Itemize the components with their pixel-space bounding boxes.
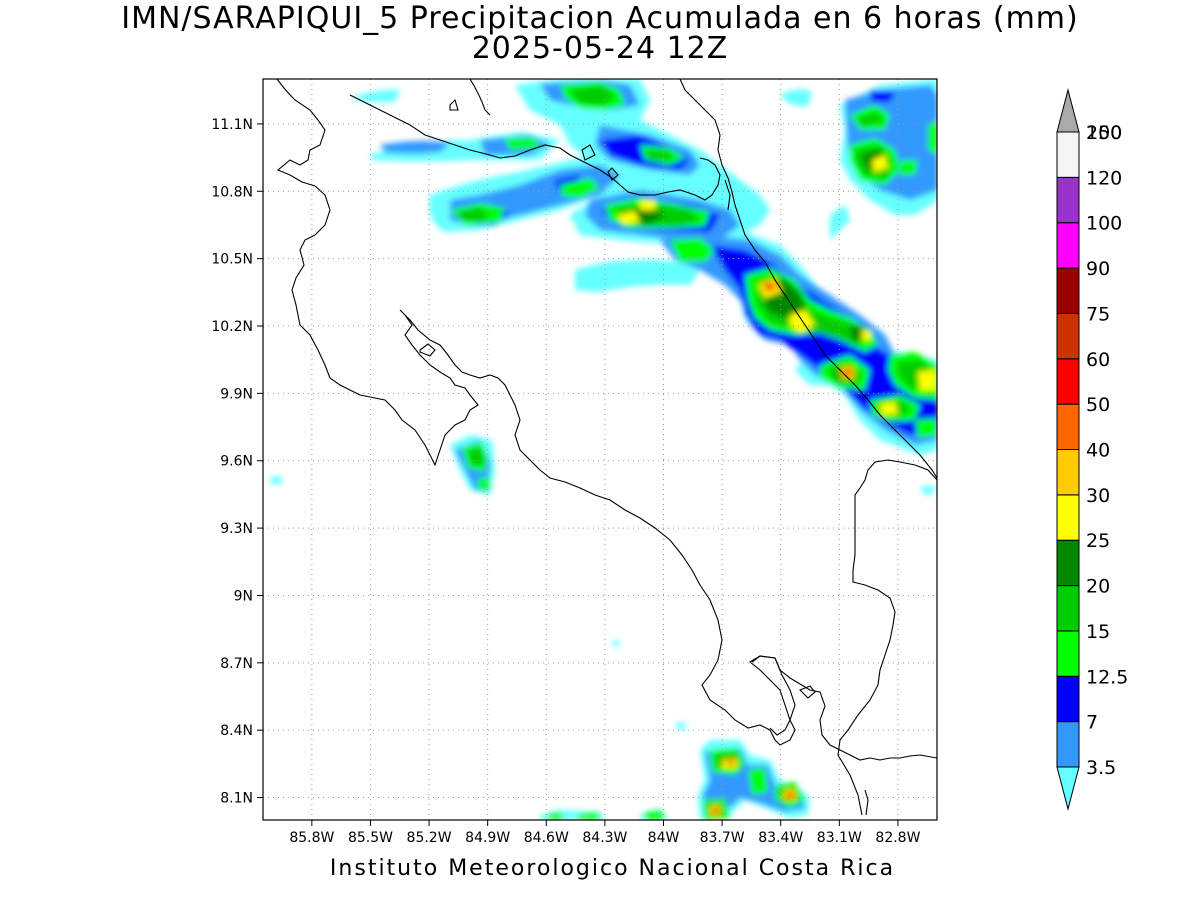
lon-tick-label: 85.2W	[407, 830, 452, 846]
colorbar-label: 7	[1086, 712, 1098, 734]
latitude-axis: 11.1N 10.8N 10.5N 10.2N 9.9N 9.6N 9.3N 9N 8.7N 8.…	[211, 117, 263, 807]
colorbar-label: 90	[1086, 258, 1110, 280]
colorbar-label: 50	[1086, 394, 1110, 416]
colorbar-bin	[1056, 358, 1080, 405]
colorbar-bin	[1056, 312, 1080, 360]
colorbar-bin	[1056, 585, 1080, 632]
colorbar-label: 100	[1086, 213, 1122, 235]
colorbar-label: 60	[1086, 349, 1110, 371]
lon-tick-label: 84W	[648, 830, 680, 846]
coastlines-borders	[276, 79, 937, 816]
longitude-axis: 85.8W 85.5W 85.2W 84.9W 84.6W 84.3W 84W 83.7W 83…	[289, 820, 921, 846]
lon-tick-label: 82.8W	[875, 830, 920, 846]
colorbar-label: 20	[1086, 576, 1110, 598]
lat-tick-label: 11.1N	[211, 117, 253, 133]
map-gridlines	[263, 79, 937, 820]
colorbar-bin	[1056, 176, 1080, 224]
lon-tick-label: 85.8W	[289, 830, 334, 846]
colorbar-label: 25	[1086, 530, 1110, 552]
lon-tick-label: 83.7W	[700, 830, 745, 846]
precip-field	[270, 79, 937, 820]
lat-tick-label: 9.3N	[220, 521, 253, 537]
colorbar-label: 120	[1086, 167, 1122, 189]
lon-tick-label: 83.1W	[817, 830, 862, 846]
lat-tick-label: 8.4N	[220, 723, 253, 739]
footer-credit: Instituto Meteorologico Nacional Costa R…	[329, 856, 896, 881]
lat-tick-label: 9N	[234, 588, 253, 604]
colorbar-label: 15	[1086, 621, 1110, 643]
lat-tick-label: 8.7N	[220, 656, 253, 672]
colorbar-label: 30	[1086, 485, 1110, 507]
colorbar-bin	[1056, 222, 1080, 269]
colorbar-label: 40	[1086, 440, 1110, 462]
lat-tick-label: 8.1N	[220, 791, 253, 807]
lat-tick-label: 9.9N	[220, 386, 253, 402]
colorbar-bin	[1056, 403, 1080, 450]
colorbar-bin	[1056, 88, 1080, 133]
lon-tick-label: 84.6W	[524, 830, 569, 846]
colorbar-bin	[1056, 766, 1080, 811]
colorbar-bin	[1056, 494, 1080, 541]
lon-tick-label: 84.3W	[582, 830, 627, 846]
colorbar-bin	[1056, 675, 1080, 723]
lat-tick-label: 10.5N	[211, 252, 253, 268]
lat-tick-label: 9.6N	[220, 454, 253, 470]
colorbar-bin	[1056, 630, 1080, 677]
lon-tick-label: 83.4W	[758, 830, 803, 846]
colorbar-bin	[1056, 449, 1080, 496]
lon-tick-label: 84.9W	[465, 830, 510, 846]
colorbar-bin	[1056, 131, 1080, 178]
map-subtitle-date: 2025-05-24 12Z	[471, 31, 729, 66]
plot-frame	[262, 78, 938, 821]
colorbar-bin	[1056, 267, 1080, 314]
colorbar-label: 200	[1086, 122, 1122, 144]
colorbar-label: 75	[1086, 303, 1110, 325]
colorbar-bin	[1056, 539, 1080, 587]
colorbar-bin	[1056, 721, 1080, 768]
colorbar-label: 3.5	[1086, 757, 1116, 779]
colorbar-label: 150	[1086, 122, 1122, 144]
lon-tick-label: 85.5W	[348, 830, 393, 846]
map-title: IMN/SARAPIQUI_5 Precipitacion Acumulada …	[121, 1, 1079, 36]
lat-tick-label: 10.2N	[211, 319, 253, 335]
colorbar-label: 12.5	[1086, 666, 1128, 688]
lat-tick-label: 10.8N	[211, 184, 253, 200]
